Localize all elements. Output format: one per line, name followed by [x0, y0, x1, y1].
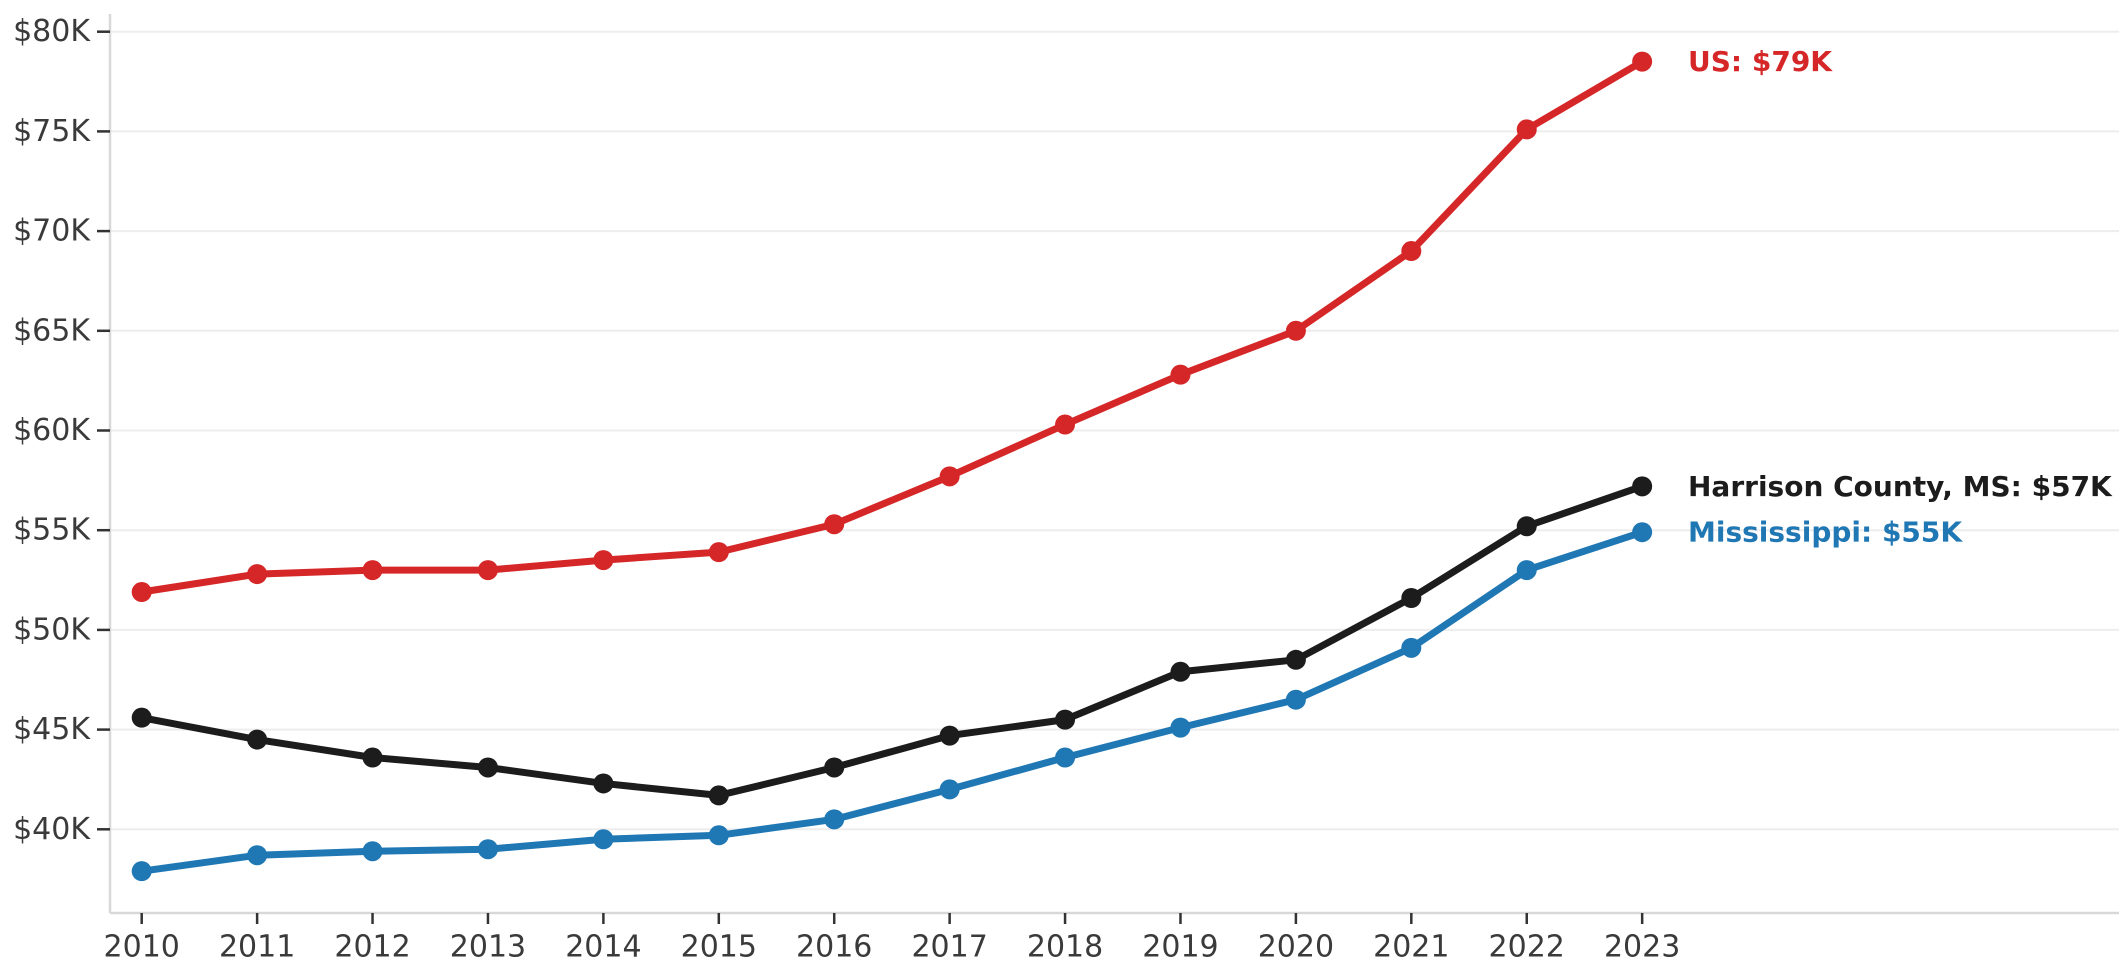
us-point-2013: [477, 560, 498, 581]
mississippi-line: [138, 528, 1646, 875]
harrison-county-ms-point-2010: [131, 707, 152, 728]
mississippi-point-2019: [1170, 717, 1191, 738]
us-point-2023: [1632, 51, 1653, 72]
mississippi-point-2021: [1401, 637, 1422, 658]
axes-spines-layer: [108, 14, 2119, 915]
us-point-2014: [593, 550, 614, 571]
us-point-2021: [1401, 241, 1422, 262]
mississippi-point-2023: [1632, 522, 1653, 543]
us-point-2019: [1170, 364, 1191, 385]
us-point-2016: [824, 514, 845, 535]
us-point-2022: [1516, 119, 1537, 140]
us-point-2015: [708, 542, 729, 563]
harrison-county-ms-point-2019: [1170, 661, 1191, 682]
y-tick-label-65k: $65K: [13, 313, 91, 348]
mississippi-point-2017: [939, 779, 960, 800]
mississippi-end-label: Mississippi: $55K: [1688, 516, 1963, 549]
y-tick-label-70k: $70K: [13, 214, 91, 249]
y-tick-label-80k: $80K: [13, 14, 91, 49]
x-tick-label-2016: 2016: [796, 930, 872, 965]
x-tick-label-2021: 2021: [1373, 930, 1449, 965]
mississippi-point-2014: [593, 829, 614, 850]
mississippi-point-2018: [1055, 747, 1076, 768]
x-tick-label-2014: 2014: [565, 930, 641, 965]
harrison-county-ms-point-2017: [939, 725, 960, 746]
x-tick-label-2010: 2010: [104, 930, 180, 965]
harrison-county-ms-point-2016: [824, 757, 845, 778]
mississippi-point-2013: [477, 839, 498, 860]
gridlines-layer: [110, 30, 2119, 831]
series-layer: [131, 51, 1653, 882]
harrison-county-ms-point-2022: [1516, 516, 1537, 537]
mississippi-point-2012: [362, 841, 383, 862]
mississippi-point-2011: [247, 845, 268, 866]
mississippi-point-2010: [131, 861, 152, 882]
x-tick-label-2019: 2019: [1142, 930, 1218, 965]
axis-ticks-layer: $40K $45K $50K $55K $60K $65K $70K $75K $80K 2010…: [13, 14, 1680, 964]
y-tick-label-45k: $45K: [13, 712, 91, 747]
harrison-county-ms-point-2014: [593, 773, 614, 794]
mississippi-point-2020: [1285, 689, 1306, 710]
y-tick-label-40k: $40K: [13, 812, 91, 847]
annotations-layer: US: $79K Harrison County, MS: $57K Mississ…: [1688, 45, 2113, 549]
us-point-2020: [1285, 320, 1306, 341]
us-point-2017: [939, 466, 960, 487]
harrison-county-ms-point-2021: [1401, 587, 1422, 608]
x-tick-label-2012: 2012: [334, 930, 410, 965]
us-end-label: US: $79K: [1688, 45, 1833, 78]
harrison-county-ms-point-2020: [1285, 649, 1306, 670]
harrison-county-ms-end-label: Harrison County, MS: $57K: [1688, 470, 2113, 503]
y-tick-label-50k: $50K: [13, 612, 91, 647]
harrison-county-ms-line: [138, 482, 1646, 799]
us-point-2010: [131, 582, 152, 603]
harrison-county-ms-point-2012: [362, 747, 383, 768]
harrison-county-ms-point-2013: [477, 757, 498, 778]
y-tick-label-60k: $60K: [13, 413, 91, 448]
y-tick-label-75k: $75K: [13, 114, 91, 149]
x-tick-label-2015: 2015: [681, 930, 757, 965]
harrison-county-ms-point-2018: [1055, 709, 1076, 730]
y-tick-label-55k: $55K: [13, 513, 91, 548]
x-tick-label-2011: 2011: [219, 930, 295, 965]
us-line: [138, 58, 1646, 596]
us-point-2012: [362, 560, 383, 581]
mississippi-point-2022: [1516, 560, 1537, 581]
x-tick-label-2018: 2018: [1027, 930, 1103, 965]
x-tick-label-2023: 2023: [1604, 930, 1680, 965]
mississippi-point-2016: [824, 809, 845, 830]
harrison-county-ms-point-2023: [1632, 476, 1653, 497]
us-point-2018: [1055, 414, 1076, 435]
harrison-county-ms-point-2015: [708, 785, 729, 806]
x-tick-label-2020: 2020: [1258, 930, 1334, 965]
x-tick-label-2017: 2017: [911, 930, 987, 965]
us-point-2011: [247, 564, 268, 585]
x-tick-label-2013: 2013: [450, 930, 526, 965]
mississippi-point-2015: [708, 825, 729, 846]
x-tick-label-2022: 2022: [1489, 930, 1565, 965]
harrison-county-ms-point-2011: [247, 729, 268, 750]
